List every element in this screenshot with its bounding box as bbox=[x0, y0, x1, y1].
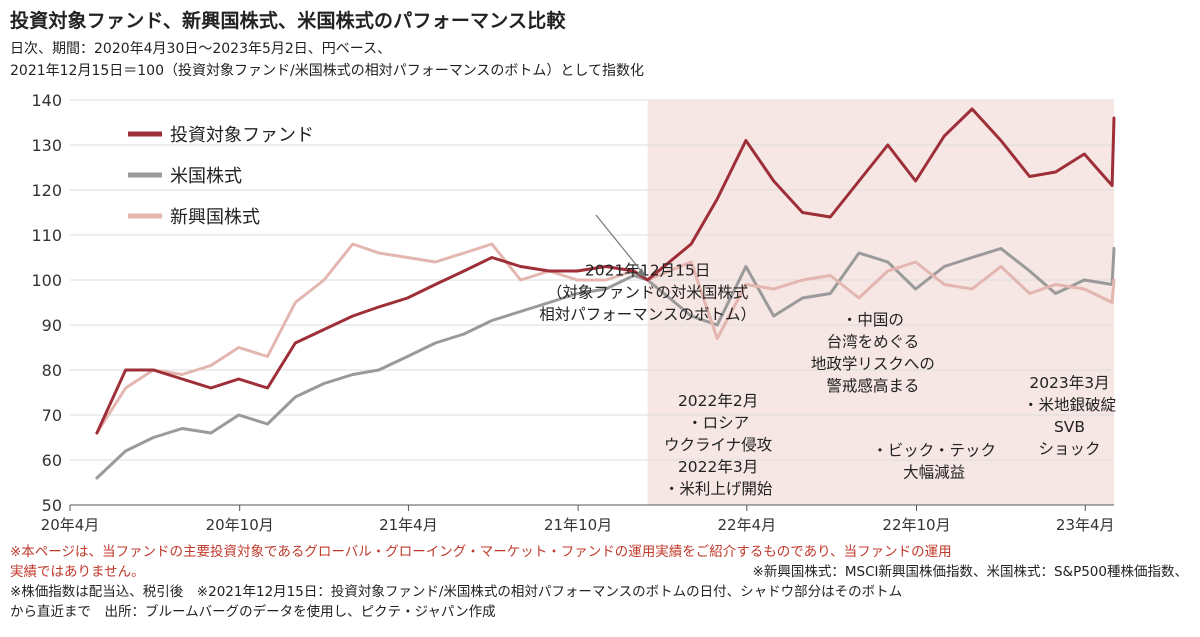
annotation-text: 2022年3月 bbox=[678, 458, 758, 476]
legend-label: 投資対象ファンド bbox=[170, 125, 314, 146]
x-tick-label: 20年10月 bbox=[206, 516, 274, 534]
annotation-arrowhead bbox=[636, 268, 647, 278]
footnote-method-line1: ※株価指数は配当込、税引後 ※2021年12月15日：投資対象ファンド/米国株式… bbox=[10, 584, 903, 600]
y-tick-label: 140 bbox=[31, 91, 62, 110]
footnote-disclaimer-line2: 実績ではありません。 bbox=[10, 564, 145, 580]
annotation-text: SVB bbox=[1054, 418, 1085, 436]
annotation-text: 2023年3月 bbox=[1029, 374, 1109, 392]
y-tick-label: 120 bbox=[31, 181, 62, 200]
annotation-arrow bbox=[595, 214, 645, 275]
annotation-text: 地政学リスクへの bbox=[811, 355, 935, 373]
legend-label: 米国株式 bbox=[170, 166, 242, 187]
chart-subtitle-line2: 2021年12月15日＝100（投資対象ファンド/米国株式の相対パフォーマンスの… bbox=[10, 63, 644, 79]
y-tick-label: 130 bbox=[31, 136, 62, 155]
annotation-text: ・米利上げ開始 bbox=[664, 480, 773, 498]
y-tick-label: 60 bbox=[42, 451, 62, 470]
x-tick-label: 22年10月 bbox=[882, 516, 950, 534]
legend-label: 新興国株式 bbox=[170, 207, 260, 228]
x-tick-label: 22年4月 bbox=[718, 516, 777, 534]
series-line bbox=[95, 247, 1116, 480]
footnote-disclaimer-line1: ※本ページは、当ファンドの主要投資対象であるグローバル・グローイング・マーケット… bbox=[10, 544, 952, 560]
y-tick-label: 110 bbox=[31, 226, 62, 245]
annotation-text: ・中国の bbox=[842, 311, 904, 329]
annotation-text: 相対パフォーマンスのボトム） bbox=[539, 306, 756, 324]
y-tick-label: 50 bbox=[42, 496, 62, 515]
x-tick-label: 23年4月 bbox=[1056, 516, 1115, 534]
annotation-text: 大幅減益 bbox=[903, 464, 965, 482]
annotation-text: 警戒感高まる bbox=[826, 377, 919, 395]
y-tick-label: 70 bbox=[42, 406, 62, 425]
footnote-method-line2: から直近まで 出所：ブルームバーグのデータを使用し、ピクテ・ジャパン作成 bbox=[10, 604, 496, 620]
footnote-indices: ※新興国株式：MSCI新興国株価指数、米国株式：S&P500種株価指数、 bbox=[752, 564, 1188, 580]
shaded-period bbox=[647, 100, 1114, 505]
y-tick-label: 80 bbox=[42, 361, 62, 380]
y-tick-label: 100 bbox=[31, 271, 62, 290]
series-lines bbox=[95, 107, 1116, 480]
annotation-text: ・米地銀破綻 bbox=[1023, 396, 1117, 414]
x-tick-label: 21年4月 bbox=[379, 516, 438, 534]
y-tick-labels: 50 60 70 80 90 100 110 120 130 140 bbox=[31, 91, 62, 515]
x-tick-label: 21年10月 bbox=[544, 516, 612, 534]
x-tick-label: 20年4月 bbox=[41, 516, 100, 534]
annotation-text: （対象ファンドの対米国株式 bbox=[547, 284, 749, 302]
series-line bbox=[95, 107, 1116, 435]
y-tick-label: 90 bbox=[42, 316, 62, 335]
annotation-text: 台湾をめぐる bbox=[827, 333, 920, 351]
chart-title: 投資対象ファンド、新興国株式、米国株式のパフォーマンス比較 bbox=[10, 10, 566, 32]
annotation-text: 2022年2月 bbox=[678, 392, 758, 410]
annotation-text: ショック bbox=[1038, 440, 1100, 458]
annotation-text: ウクライナ侵攻 bbox=[664, 436, 773, 454]
annotation-text: ・ロシア bbox=[687, 414, 749, 432]
x-tick-labels: 20年4月 20年10月 21年4月 21年10月 22年4月 22年10月 23年4月 bbox=[41, 505, 1115, 534]
series-line bbox=[95, 242, 1116, 435]
annotation-text: 2021年12月15日 bbox=[585, 262, 710, 280]
annotation-text: ・ビック・テック bbox=[872, 442, 996, 460]
chart-subtitle-line1: 日次、期間：2020年4月30日～2023年5月2日、円ベース、 bbox=[10, 41, 392, 57]
